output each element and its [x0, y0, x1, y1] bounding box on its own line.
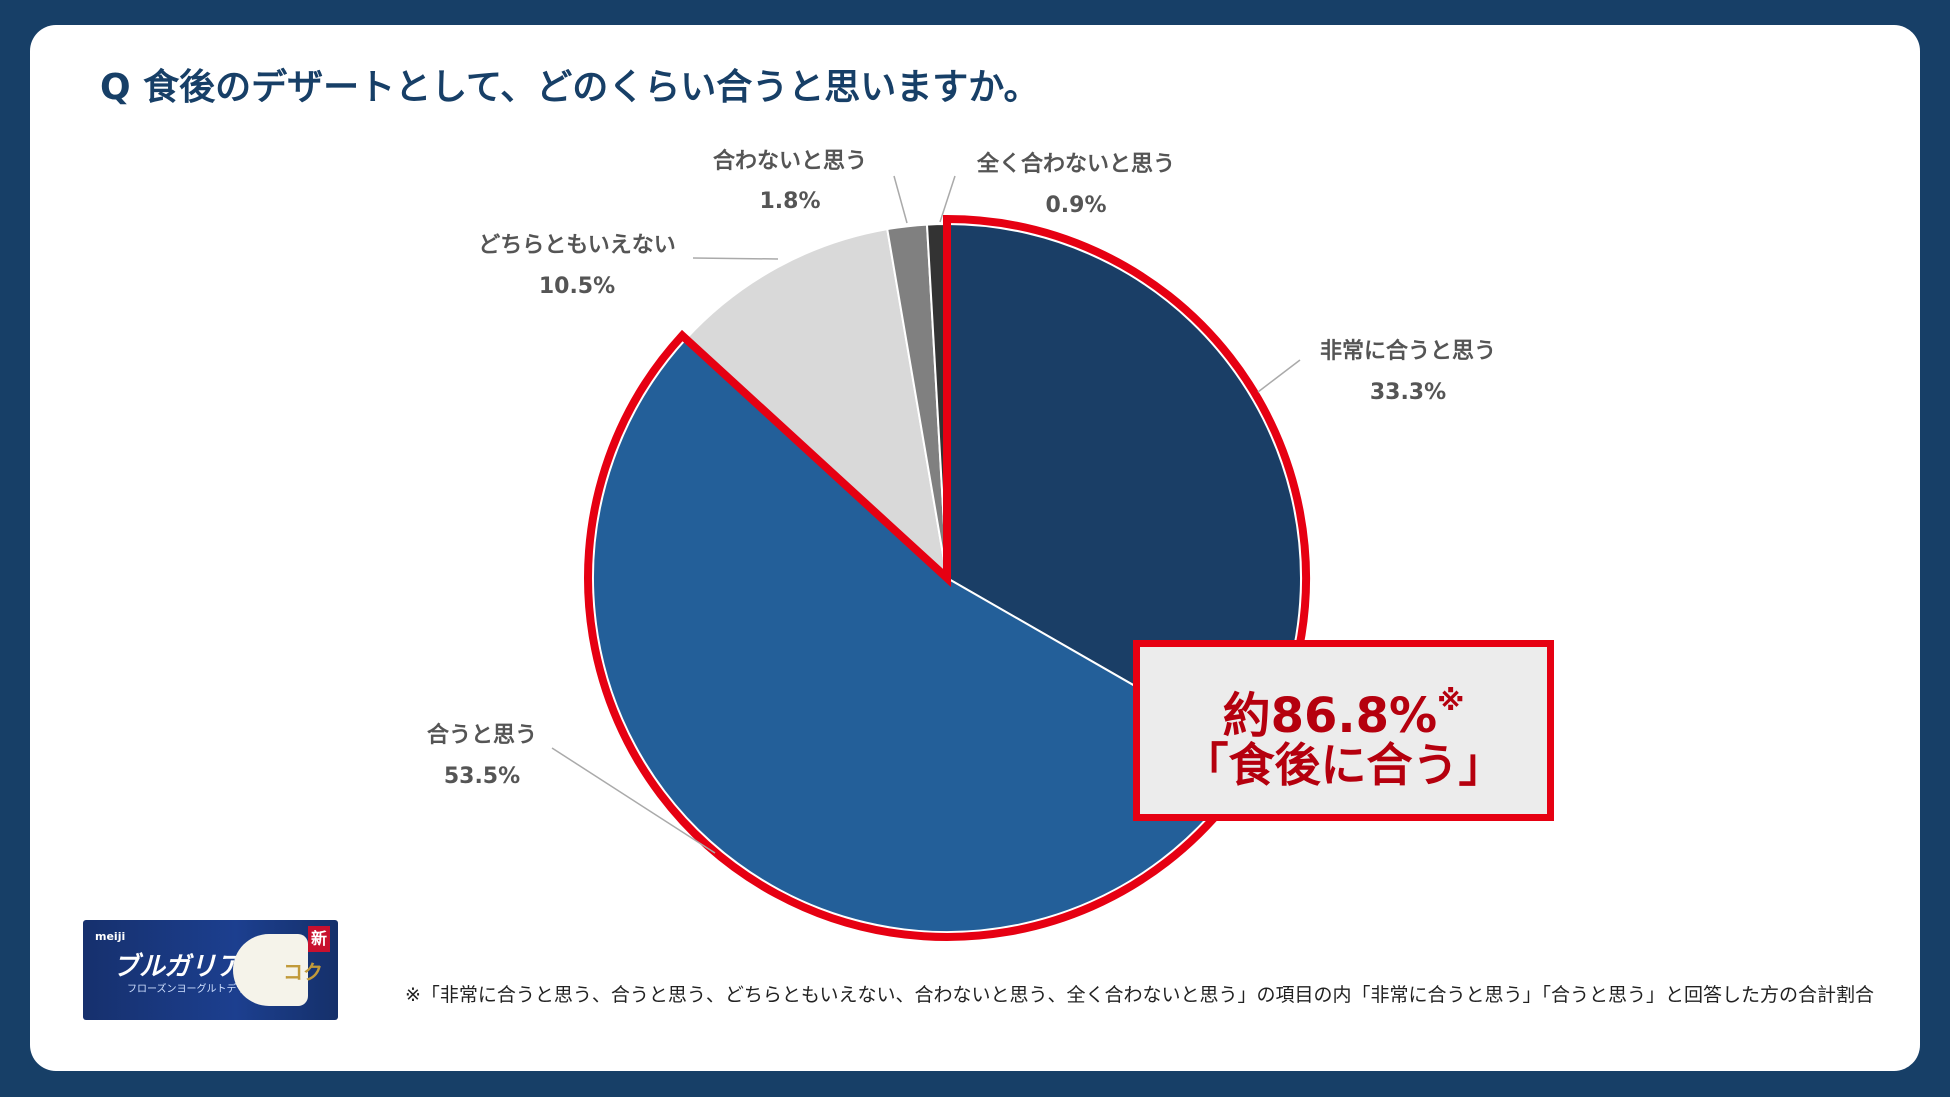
callout-value: 約86.8% [1222, 688, 1438, 744]
product-image: meiji ブルガリア フローズンヨーグルトデザート コク 新 [83, 920, 338, 1020]
product-name: ブルガリア [113, 952, 243, 982]
product-brand: meiji [95, 930, 126, 943]
slice-label-3: どちらともいえない [478, 233, 676, 258]
slice-label-4: 合わないと思う [713, 148, 867, 174]
product-copy: コク [283, 960, 323, 984]
product-subtitle: フローズンヨーグルトデザート [127, 984, 267, 995]
slice-value-5: 0.9% [1045, 193, 1106, 218]
slice-value-3: 10.5% [539, 274, 615, 299]
callout-note-mark: ※ [1437, 684, 1465, 717]
leader-line-2 [551, 747, 716, 854]
leader-line-1 [1257, 359, 1301, 393]
leader-line-3 [692, 257, 779, 260]
ice-bar-graphic [233, 934, 308, 1006]
pie-slice-3 [684, 227, 949, 581]
slice-label-1: 非常に合うと思う [1320, 338, 1496, 364]
slice-value-1: 33.3% [1370, 380, 1446, 405]
summary-callout: 約86.8%※ 「食後に合う」 [1133, 640, 1554, 821]
slice-value-4: 1.8% [759, 189, 820, 214]
highlight-outline [584, 214, 1310, 941]
leader-line-5 [939, 175, 956, 223]
slice-label-5: 全く合わないと思う [976, 151, 1175, 177]
slice-value-2: 53.5% [444, 764, 520, 789]
pie-slice-2 [592, 337, 1256, 933]
page-title: Q 食後のデザートとして、どのくらい合うと思いますか。 [100, 67, 1040, 108]
leader-line-4 [893, 175, 908, 224]
slice-label-2: 合うと思う [427, 722, 537, 748]
footnote: ※「非常に合うと思う、合うと思う、どちらともいえない、合わないと思う、全く合わな… [405, 984, 1875, 1006]
callout-caption: 「食後に合う」 [1182, 738, 1505, 792]
callout-percentage: 約86.8%※ [1140, 673, 1547, 744]
new-badge: 新 [308, 926, 330, 952]
